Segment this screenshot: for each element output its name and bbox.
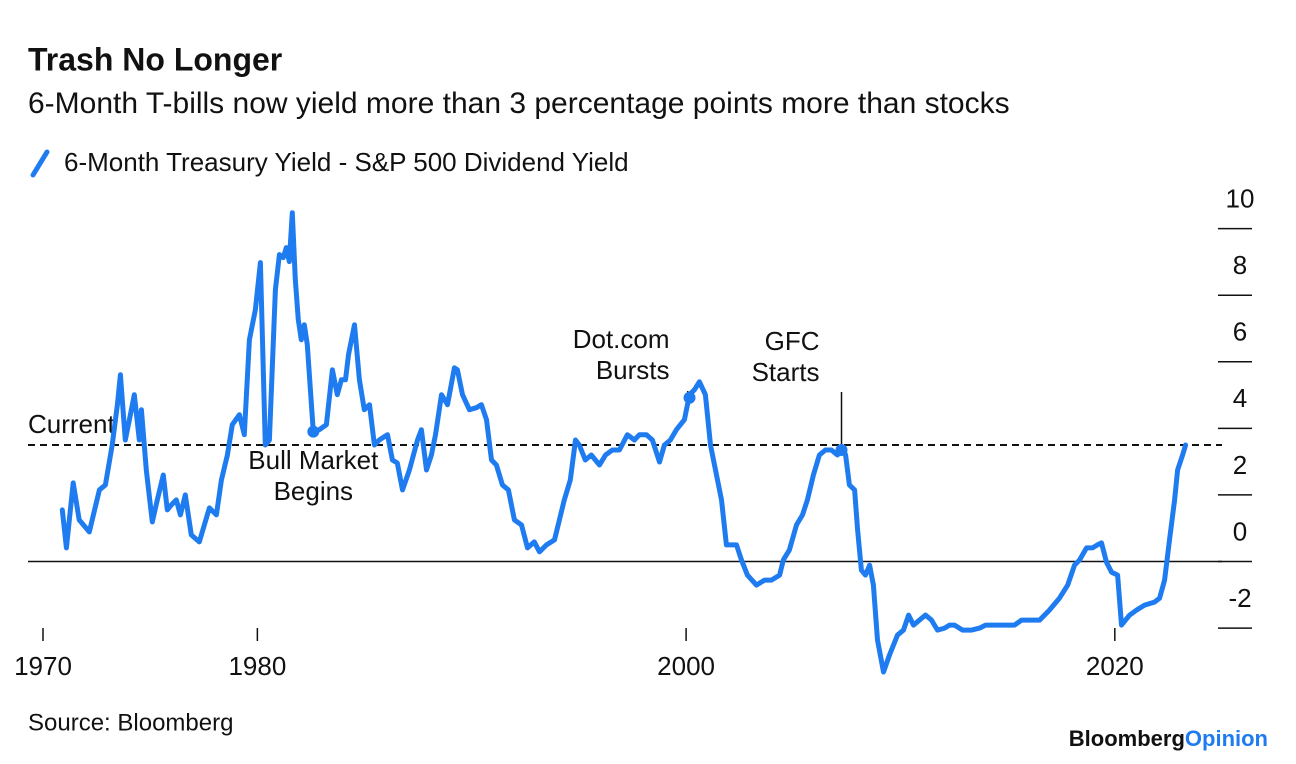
chart-title: Trash No Longer — [28, 41, 282, 77]
x-tick-label: 2020 — [1086, 651, 1144, 681]
y-tick-label: 4 — [1233, 383, 1247, 413]
annotation-label: Begins — [274, 476, 354, 506]
x-tick-label: 1970 — [14, 651, 72, 681]
y-tick-label: 6 — [1233, 317, 1247, 347]
annotation-label: GFC — [765, 326, 820, 356]
brand-opinion: Opinion — [1185, 726, 1268, 751]
reference-label: Current — [28, 409, 115, 439]
annotation-marker — [307, 425, 320, 438]
x-tick-label: 2000 — [657, 651, 715, 681]
chart-subtitle: 6-Month T-bills now yield more than 3 pe… — [28, 87, 1010, 120]
y-tick-label: 8 — [1233, 250, 1247, 280]
annotation-label: Dot.com — [573, 324, 670, 354]
y-tick-label: 2 — [1233, 450, 1247, 480]
brand-bloomberg: Bloomberg — [1069, 726, 1185, 751]
annotation-marker — [835, 443, 848, 456]
y-tick-label: 0 — [1233, 516, 1247, 546]
annotation-label: Starts — [752, 357, 820, 387]
annotation-label: Bursts — [596, 355, 670, 385]
legend-swatch — [30, 149, 50, 178]
series-line — [59, 210, 1189, 675]
legend-label: 6-Month Treasury Yield - S&P 500 Dividen… — [64, 147, 629, 177]
y-tick-label: -2 — [1228, 583, 1251, 613]
x-tick-label: 1980 — [228, 651, 286, 681]
annotation-label: Bull Market — [248, 445, 379, 475]
source: Source: Bloomberg — [28, 709, 233, 736]
annotation-marker — [683, 391, 696, 404]
y-tick-label: 10 — [1226, 184, 1255, 214]
